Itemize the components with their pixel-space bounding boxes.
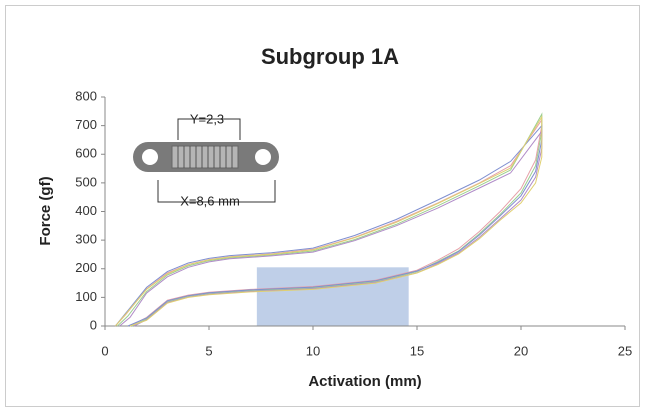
- annotation: Y=2,3: [190, 111, 224, 126]
- x-tick-label: 20: [514, 343, 528, 358]
- page: Subgroup 1A Activation (mm) Force (gf) 0…: [0, 0, 646, 418]
- x-tick-label: 15: [410, 343, 424, 358]
- x-axis-label: Activation (mm): [308, 373, 421, 390]
- chart-title: Subgroup 1A: [261, 44, 399, 69]
- annotation: X=8,6 mm: [180, 193, 240, 208]
- y-tick-label: 800: [75, 88, 97, 103]
- y-tick-label: 0: [90, 317, 97, 332]
- x-tick-label: 25: [618, 343, 632, 358]
- y-tick-label: 200: [75, 260, 97, 275]
- y-tick-label: 300: [75, 232, 97, 247]
- y-tick-label: 400: [75, 203, 97, 218]
- y-tick-label: 600: [75, 146, 97, 161]
- spring-coil: [172, 146, 238, 168]
- chart: Subgroup 1A Activation (mm) Force (gf) 0…: [0, 0, 646, 413]
- y-tick-label: 700: [75, 117, 97, 132]
- y-tick-label: 500: [75, 174, 97, 189]
- y-tick-label: 100: [75, 289, 97, 304]
- x-tick-label: 5: [205, 343, 212, 358]
- x-tick-label: 0: [101, 343, 108, 358]
- highlight-region: [257, 267, 409, 326]
- spring-eye: [142, 149, 158, 165]
- x-tick-label: 10: [306, 343, 320, 358]
- y-axis-label: Force (gf): [37, 176, 54, 245]
- spring-eye: [255, 149, 271, 165]
